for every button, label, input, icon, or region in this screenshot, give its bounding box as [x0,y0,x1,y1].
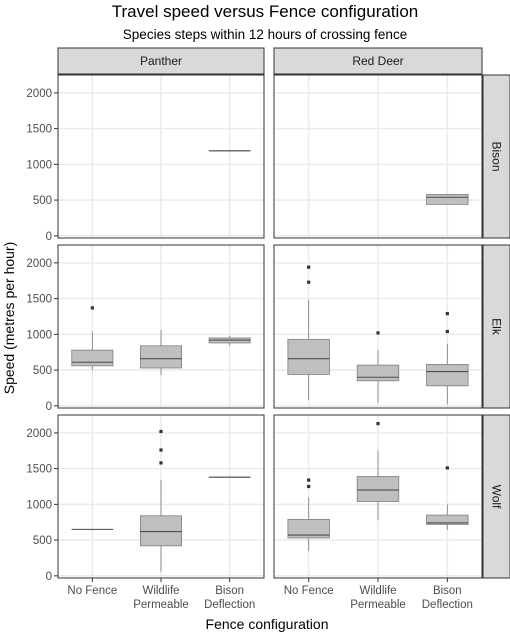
box-iqr [426,193,469,205]
panel-border [273,244,483,409]
x-axis-title: Fence configuration [206,616,329,632]
box [426,466,469,531]
x-tick-label: Deflection [422,599,473,611]
outlier-point [159,429,163,434]
box-iqr [139,345,182,369]
box [356,331,400,403]
x-tick-label: Deflection [204,599,255,611]
outlier-point [376,421,380,426]
x-tick-label: No Fence [67,585,117,597]
row-strip [482,244,510,409]
y-tick-label: 1500 [26,294,52,306]
y-tick-label: 500 [33,365,52,377]
box-iqr [426,363,469,387]
column-strip-label: Panther [140,54,182,68]
row-strip [482,74,510,239]
outlier-point [445,329,449,334]
y-tick-label: 2000 [26,88,52,100]
facet-panel: No Fence Wildlife Permeable Bison Deflection [273,414,483,611]
outlier-point [90,306,94,310]
outlier-point [307,478,311,482]
outlier-point [307,280,311,284]
y-tick-label: 0 [46,231,52,243]
column-strip [57,47,265,75]
panel-border [57,244,265,409]
y-tick-label: 2000 [26,428,52,440]
outlier-point [307,484,311,489]
box-iqr [426,514,469,525]
y-tick-label: 1500 [26,464,52,476]
facet-panel: 0 500 1000 1500 2000 [26,244,265,413]
box [139,429,182,572]
column-strip-label: Red Deer [352,54,403,68]
facet-panels: Panther Red Deer Bison Elk Wolf 0 500 1000 1500 2… [26,47,510,611]
y-tick-label: 2000 [26,258,52,270]
y-tick-label: 1500 [26,124,52,136]
x-tick-label: Bison [215,585,244,597]
y-tick-label: 500 [33,535,52,547]
row-strip-label: Bison [490,141,504,171]
facet-panel [273,244,483,409]
row-strip [482,414,510,579]
facet-panel: 0 500 1000 1500 2000 [26,74,265,243]
row-strip-label: Wolf [490,485,504,509]
facet-panel [273,74,483,239]
y-tick-label: 0 [46,571,52,583]
y-tick-label: 0 [46,401,52,413]
outlier-point [445,312,449,316]
box [208,335,251,346]
outlier-point [307,265,311,269]
column-strip [273,47,483,75]
panel-border [273,74,483,239]
outlier-point [376,331,380,335]
x-tick-label: Permeable [350,599,406,611]
outlier-point [445,466,449,470]
x-tick-label: Wildlife [142,585,179,597]
box-iqr [287,338,330,375]
x-tick-label: Bison [433,585,462,597]
box-iqr [139,515,182,547]
chart-subtitle: Species steps within 12 hours of crossin… [123,27,407,42]
box [71,306,114,371]
y-tick-label: 500 [33,195,52,207]
y-tick-label: 1000 [26,499,52,511]
outlier-point [159,448,163,452]
box [287,265,330,401]
box-iqr [356,364,400,382]
y-axis-title: Speed (metres per hour) [1,242,17,395]
row-strip-label: Elk [490,318,504,336]
box [356,421,400,521]
box-iqr [71,349,114,367]
box [426,193,469,205]
facet-panel: 0 500 1000 1500 2000 No Fence Wildlife Permeabl… [26,414,265,611]
x-tick-label: Permeable [133,599,189,611]
outlier-point [159,461,163,465]
x-tick-label: No Fence [284,585,334,597]
box [287,478,330,551]
box-iqr [356,476,400,502]
chart-title: Travel speed versus Fence configuration [112,2,418,21]
box-iqr [287,518,330,539]
panel-border [57,74,265,239]
x-tick-label: Wildlife [359,585,396,597]
y-tick-label: 1000 [26,329,52,341]
box [139,330,182,376]
box [426,312,469,405]
y-tick-label: 1000 [26,159,52,171]
